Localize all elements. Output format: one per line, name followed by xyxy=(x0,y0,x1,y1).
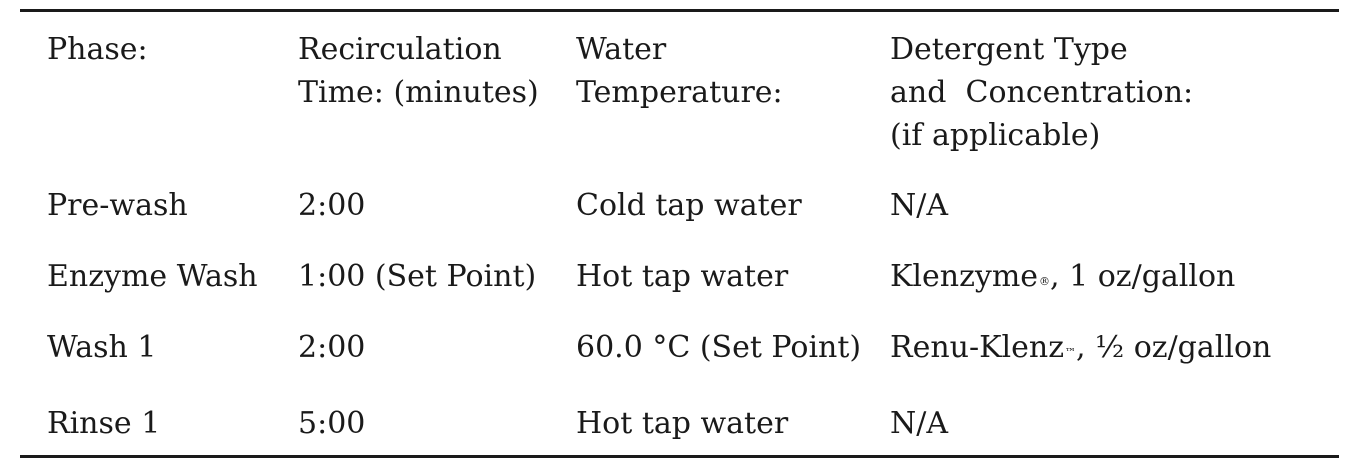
header-detergent-line-1: Detergent Type xyxy=(890,32,1128,67)
header-phase: Phase: xyxy=(47,28,148,71)
row-4-detergent-name: N/A xyxy=(890,406,949,441)
header-water-temperature: Water Temperature: xyxy=(576,28,783,114)
row-4-phase: Rinse 1 xyxy=(47,406,161,441)
header-detergent-line-3: (if applicable) xyxy=(890,118,1101,153)
row-1-phase: Pre-wash xyxy=(47,188,188,223)
header-recirculation-line-1: Recirculation xyxy=(298,32,502,67)
row-3-detergent-name: Renu-Klenz xyxy=(890,330,1065,365)
row-3-time: 2:00 xyxy=(298,330,366,365)
row-3-detergent: Renu-Klenz™, ½ oz/gallon xyxy=(890,326,1271,369)
row-2-detergent-name: Klenzyme xyxy=(890,259,1039,294)
header-recirculation-line-2: Time: (minutes) xyxy=(298,75,539,110)
row-2-temperature: Hot tap water xyxy=(576,259,789,294)
registered-mark: ® xyxy=(1039,275,1051,288)
row-2-detergent-concentration: , 1 oz/gallon xyxy=(1050,259,1236,294)
row-4-temperature: Hot tap water xyxy=(576,406,789,441)
header-recirculation-time: Recirculation Time: (minutes) xyxy=(298,28,539,114)
header-phase-line: Phase: xyxy=(47,32,148,67)
row-1-time: 2:00 xyxy=(298,188,366,223)
row-1-detergent: N/A xyxy=(890,184,948,227)
table-top-rule xyxy=(20,9,1339,12)
row-2-time: 1:00 (Set Point) xyxy=(298,259,537,294)
header-water-line-1: Water xyxy=(576,32,667,67)
row-3-temperature: 60.0 °C (Set Point) xyxy=(576,330,862,365)
table-bottom-rule xyxy=(20,455,1339,458)
row-4-time: 5:00 xyxy=(298,406,366,441)
row-2-detergent: Klenzyme®, 1 oz/gallon xyxy=(890,255,1235,298)
row-1-temperature: Cold tap water xyxy=(576,188,802,223)
trademark-mark: ™ xyxy=(1065,346,1077,359)
header-water-line-2: Temperature: xyxy=(576,75,783,110)
row-3-detergent-concentration: , ½ oz/gallon xyxy=(1076,330,1272,365)
row-4-detergent: N/A xyxy=(890,402,948,445)
header-detergent-line-2: and Concentration: xyxy=(890,75,1194,110)
row-2-phase: Enzyme Wash xyxy=(47,259,258,294)
header-detergent: Detergent Type and Concentration: (if ap… xyxy=(890,28,1193,157)
row-3-phase: Wash 1 xyxy=(47,330,157,365)
row-1-detergent-name: N/A xyxy=(890,188,949,223)
